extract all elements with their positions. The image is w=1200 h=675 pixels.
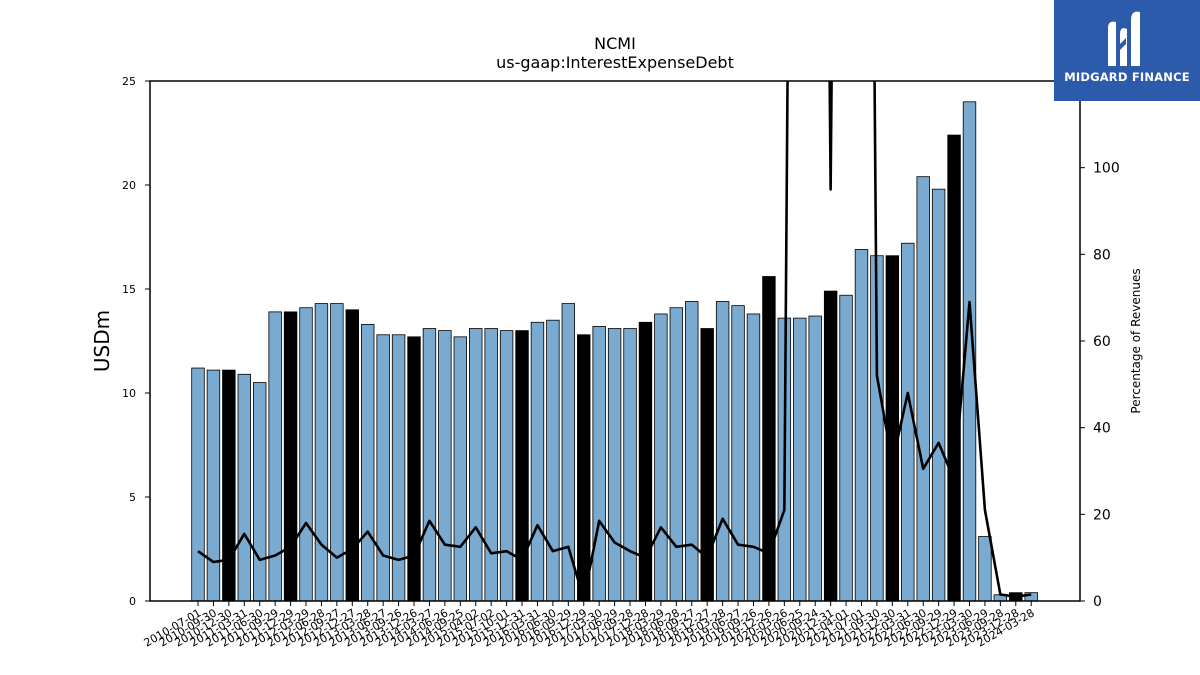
- bar-2016-06-30: [546, 319, 560, 602]
- bar-2015-07-02: [484, 328, 498, 602]
- y-tick-label: 5: [129, 491, 136, 504]
- bar-2021-12-30: [885, 255, 900, 602]
- y2-tick-label: 60: [1093, 334, 1111, 350]
- bar-2014-06-26: [438, 330, 452, 602]
- bar-2022-03-31: [901, 242, 915, 602]
- y2-axis-label: Percentage of Revenues: [1129, 268, 1143, 413]
- bar-2013-12-26: [407, 336, 421, 602]
- y-axis-label: USDm: [90, 310, 114, 372]
- bar-2016-03-31: [530, 321, 545, 602]
- bar-2014-03-27: [422, 328, 437, 602]
- bar-2017-09-28: [623, 328, 637, 602]
- bar-2018-03-29: [654, 313, 668, 602]
- chart-subtitle: us-gaap:InterestExpenseDebt: [496, 53, 734, 72]
- watermark-logo: MIDGARD FINANCE: [1054, 0, 1200, 101]
- line-group: [197, 81, 1032, 601]
- bar-2012-03-29: [299, 307, 313, 602]
- y2-tick-label: 0: [1093, 594, 1102, 610]
- percentage-line: [197, 81, 1032, 601]
- bar-2023-06-29: [978, 536, 992, 602]
- bar-2019-06-27: [731, 305, 745, 602]
- y-tick-label: 10: [122, 387, 136, 400]
- bar-2022-12-29: [947, 134, 961, 602]
- bar-2022-09-29: [931, 188, 946, 602]
- bar-2021-07-01: [854, 249, 869, 602]
- bar-2011-12-29: [283, 311, 298, 602]
- bar-2010-07-01: [191, 367, 205, 602]
- bar-2017-06-29: [607, 328, 622, 602]
- chart-title: NCMI: [594, 34, 636, 53]
- y2-tick-label: 20: [1093, 507, 1111, 523]
- bar-2012-12-27: [345, 309, 360, 602]
- midgard-logo-icon: [1108, 11, 1140, 67]
- bar-2013-06-27: [376, 334, 390, 602]
- y-tick-label: 15: [122, 283, 136, 296]
- bar-2019-03-28: [715, 301, 730, 602]
- bar-2020-12-31: [823, 290, 838, 602]
- bar-2017-03-30: [592, 326, 606, 602]
- bar-2020-06-25: [793, 317, 807, 602]
- bar-2011-06-30: [253, 382, 267, 602]
- bar-2016-09-29: [561, 303, 576, 602]
- y-tick-label: 0: [129, 595, 136, 608]
- bars-group: [191, 101, 1038, 602]
- bar-2010-09-30: [206, 369, 221, 602]
- bar-2010-12-30: [222, 369, 236, 602]
- y2-tick-label: 80: [1093, 247, 1111, 263]
- y-tick-label: 20: [122, 179, 136, 192]
- bar-2014-09-25: [453, 336, 468, 602]
- bar-2015-04-02: [469, 328, 483, 602]
- bar-2011-03-31: [237, 373, 251, 602]
- bar-2021-04-01: [839, 294, 853, 602]
- y2-tick-label: 40: [1093, 421, 1111, 437]
- watermark-text: MIDGARD FINANCE: [1064, 70, 1190, 84]
- bar-2018-12-27: [700, 328, 714, 602]
- bar-2019-09-26: [746, 313, 761, 602]
- axes-group: 05101520250204060801002010-07-012010-09-…: [122, 75, 1120, 650]
- bar-2013-03-28: [361, 323, 375, 602]
- bar-2018-09-27: [685, 301, 699, 602]
- bar-2018-06-28: [669, 307, 684, 602]
- bar-2020-09-24: [808, 315, 822, 602]
- bar-2015-10-01: [499, 330, 514, 602]
- bar-2016-12-29: [577, 334, 591, 602]
- y-tick-label: 25: [122, 75, 136, 88]
- bar-2022-06-30: [916, 176, 930, 602]
- bar-2012-06-28: [314, 303, 329, 602]
- y2-tick-label: 100: [1093, 161, 1120, 177]
- bar-2017-12-28: [638, 321, 653, 602]
